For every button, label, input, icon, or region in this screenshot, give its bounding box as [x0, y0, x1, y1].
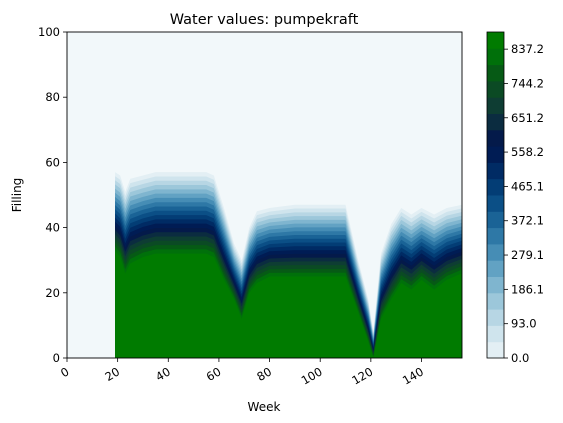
contour-band: [67, 250, 462, 358]
plot-area: [67, 32, 462, 358]
y-axis-label: Filling: [10, 178, 24, 213]
x-tick-label: 120: [349, 364, 375, 387]
colorbar-segment: [487, 227, 504, 245]
x-tick-label: 0: [58, 364, 71, 380]
colorbar-segment: [487, 211, 504, 229]
colorbar-segment: [487, 64, 504, 82]
colorbar-segment: [487, 341, 504, 359]
y-tick-label: 0: [53, 351, 60, 365]
colorbar-segment: [487, 325, 504, 343]
chart-title: Water values: pumpekraft: [170, 12, 359, 28]
colorbar-tick-label: 372.1: [511, 214, 544, 228]
colorbar-segment: [487, 80, 504, 98]
colorbar-segment: [487, 276, 504, 294]
colorbar-segment: [487, 162, 504, 180]
y-tick-label: 100: [38, 25, 60, 39]
y-tick-label: 60: [45, 155, 60, 169]
colorbar-tick-label: 93.0: [511, 317, 537, 331]
colorbar-segment: [487, 113, 504, 131]
colorbar-segment: [487, 178, 504, 196]
colorbar-frame: [486, 31, 505, 359]
colorbar: 0.0 93.0 186.1 279.1 372.1 465.1 558.2 651.2 744…: [486, 31, 544, 365]
colorbar-tick-label: 0.0: [511, 351, 529, 365]
x-tick-label: 80: [254, 364, 274, 383]
y-axis: 0 20 40 60 80 100: [38, 25, 67, 365]
x-tick-label: 100: [299, 364, 325, 387]
colorbar-segment: [487, 243, 504, 261]
colorbar-tick-label: 558.2: [511, 145, 544, 159]
x-tick-label: 140: [400, 364, 426, 387]
colorbar-segment: [487, 309, 504, 326]
plot-frame: [66, 31, 463, 359]
colorbar-segment: [487, 97, 504, 114]
x-tick-label: 20: [102, 364, 122, 383]
colorbar-segment: [487, 260, 504, 277]
y-tick-label: 80: [45, 90, 60, 104]
colorbar-segment: [487, 195, 504, 212]
y-tick-label: 40: [45, 221, 60, 235]
x-axis-label: Week: [248, 400, 281, 414]
y-tick-label: 20: [45, 286, 60, 300]
colorbar-tick-label: 279.1: [511, 248, 544, 262]
colorbar-segment: [487, 129, 504, 147]
colorbar-segment: [487, 146, 504, 163]
colorbar-segment: [487, 32, 504, 49]
colorbar-tick-label: 651.2: [511, 111, 544, 125]
colorbar-tick-label: 186.1: [511, 282, 544, 296]
contour-bands: [67, 172, 462, 358]
x-tick-label: 60: [204, 364, 224, 383]
colorbar-segment: [487, 292, 504, 310]
colorbar-tick-label: 744.2: [511, 76, 544, 90]
colorbar-tick-label: 465.1: [511, 179, 544, 193]
x-tick-label: 40: [153, 364, 173, 383]
x-axis: 0 20 40 60 80 100 120 140: [58, 358, 426, 388]
colorbar-tick-label: 837.2: [511, 42, 544, 56]
colorbar-segment: [487, 48, 504, 66]
